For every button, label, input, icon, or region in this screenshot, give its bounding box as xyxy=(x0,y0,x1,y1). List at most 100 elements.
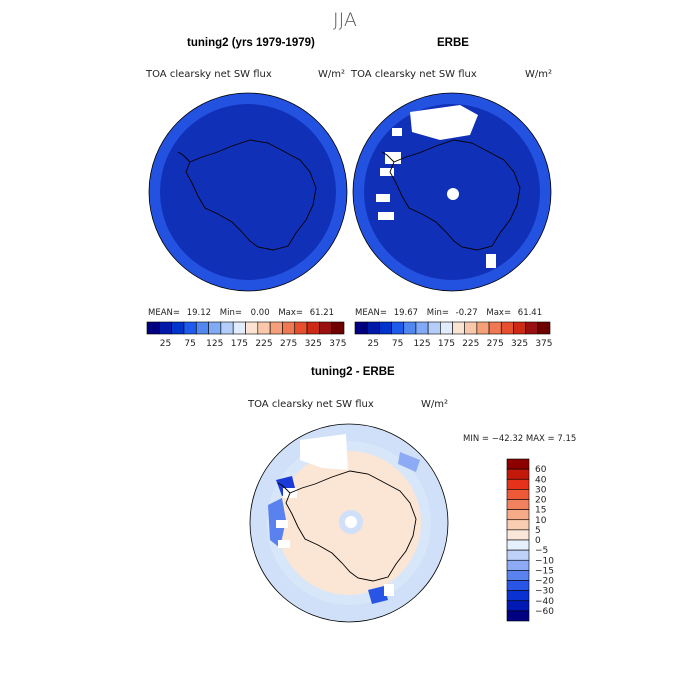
diff-pole-hole xyxy=(345,516,357,528)
stat-label-mean: MEAN= xyxy=(148,308,180,318)
diff-neg-patch-3 xyxy=(368,586,388,604)
colorbar-panel-1-tick-label: 125 xyxy=(206,339,223,349)
map-erbe-missing-6 xyxy=(392,128,402,136)
diff-colorbar-swatch xyxy=(506,509,530,521)
map-model-coastline xyxy=(185,139,317,251)
diff-colorbar-tick-label: −20 xyxy=(535,577,554,587)
diff-colorbar-swatch xyxy=(506,478,530,490)
map-model-interior xyxy=(160,104,336,280)
diff-colorbar-tick-label: 30 xyxy=(535,485,547,495)
diff-stats: MIN = −42.32 MAX = 7.15 xyxy=(463,434,577,444)
stat-label-mean: MEAN= xyxy=(355,308,387,318)
diff-colorbar-swatch xyxy=(506,610,530,622)
diff-colorbar-tick-label: −10 xyxy=(535,556,554,566)
panel-2-heading: ERBE xyxy=(437,37,469,49)
diff-colorbar-swatch xyxy=(506,539,530,551)
diff-colorbar-tick-label: 10 xyxy=(535,516,547,526)
colorbar-panel-2-tick-label: 175 xyxy=(438,339,455,349)
diff-colorbar-swatch xyxy=(506,570,530,581)
colorbar-panel-2-tick-label: 375 xyxy=(535,339,552,349)
map-erbe-pole-hole xyxy=(447,188,459,200)
colorbar-panel-1-tick-label: 375 xyxy=(329,339,346,349)
map-erbe-coastline xyxy=(389,139,521,251)
diff-missing-4 xyxy=(384,584,394,596)
diff-colorbar-tick-label: −30 xyxy=(535,587,554,597)
panel-2-units: W/m² xyxy=(525,69,553,80)
diff-missing-2 xyxy=(276,520,288,528)
colorbar-panel-2-swatch xyxy=(537,321,551,335)
map-erbe-missing-4 xyxy=(378,212,394,220)
diff-colorbar-tick-label: 40 xyxy=(535,475,547,485)
colorbar-panel-2-tick-label: 225 xyxy=(462,339,479,349)
diff-colorbar-tick-label: 15 xyxy=(535,506,546,516)
diff-colorbar-swatch xyxy=(506,580,530,591)
stat-label-min: Min= xyxy=(219,308,242,318)
diff-colorbar-swatch xyxy=(506,549,530,561)
figure-title: JJA xyxy=(333,9,357,31)
diff-colorbar-tick-label: −60 xyxy=(535,607,554,617)
diff-colorbar-swatch xyxy=(506,590,530,602)
panel-1-mean: 19.12 xyxy=(186,308,212,318)
diff-colorbar-tick-label: −40 xyxy=(535,597,554,607)
stat-label-max: Max= xyxy=(486,308,512,318)
map-erbe-missing-top xyxy=(410,105,478,140)
diff-missing-3 xyxy=(278,540,290,548)
diff-colorbar-swatch xyxy=(506,529,530,541)
panel-1-min: 0.00 xyxy=(250,308,270,318)
diff-coastline xyxy=(285,470,417,582)
panel-1-subtitle: TOA clearsky net SW flux xyxy=(146,69,272,80)
colorbar-panel-1-tick-label: 325 xyxy=(305,339,322,349)
diff-colorbar-tick-label: 60 xyxy=(535,465,547,475)
colorbar-panel-1-tick-label: 25 xyxy=(160,339,171,349)
diff-colorbar-tick-label: 0 xyxy=(535,536,541,546)
diff-colorbar-swatch xyxy=(506,489,530,500)
colorbar-panel-2-tick-label: 125 xyxy=(413,339,430,349)
colorbar-panel-2-tick-label: 25 xyxy=(368,339,379,349)
panel-1-max: 61.21 xyxy=(309,308,335,318)
diff-colorbar-swatch xyxy=(506,468,530,480)
panel-2-min: -0.27 xyxy=(455,308,478,318)
colorbar-panel-2-tick-label: 75 xyxy=(392,339,403,349)
colorbar-panel-1-tick-label: 75 xyxy=(184,339,195,349)
panel-1-stats: MEAN= 19.12 Min= 0.00 Max= 61.21 xyxy=(148,308,334,318)
colorbar-panel-2-tick-label: 325 xyxy=(511,339,528,349)
map-erbe-missing-2 xyxy=(380,168,394,176)
diff-colorbar-swatch xyxy=(506,559,530,571)
diff-colorbar-tick-label: −5 xyxy=(535,546,548,556)
diff-subtitle: TOA clearsky net SW flux xyxy=(248,399,374,410)
map-erbe-missing-5 xyxy=(486,254,496,268)
panel-2-mean: 19.67 xyxy=(393,308,419,318)
colorbar-panel-2-tick-label: 275 xyxy=(487,339,504,349)
panel-1-units: W/m² xyxy=(318,69,346,80)
panel-2-max: 61.41 xyxy=(517,308,543,318)
colorbar-panel-1-swatch xyxy=(331,321,345,335)
diff-peninsula xyxy=(277,482,291,494)
map-erbe-missing-3 xyxy=(376,194,390,202)
stat-label-min: Min= xyxy=(426,308,449,318)
colorbar-panel-1-tick-label: 225 xyxy=(255,339,272,349)
colorbar-panel-1-tick-label: 275 xyxy=(280,339,297,349)
diff-missing-top xyxy=(300,434,348,470)
diff-neg-patch-5 xyxy=(398,452,420,472)
panel-2-stats: MEAN= 19.67 Min= -0.27 Max= 61.41 xyxy=(355,308,542,318)
diff-colorbar-swatch xyxy=(506,519,530,531)
colorbar-panel-1-tick-label: 175 xyxy=(231,339,248,349)
panel-1-heading: tuning2 (yrs 1979-1979) xyxy=(187,37,315,49)
diff-colorbar-tick-label: 5 xyxy=(535,526,541,536)
diff-colorbar-tick-label: −15 xyxy=(535,566,554,576)
stat-label-max: Max= xyxy=(278,308,304,318)
map-erbe-peninsula xyxy=(381,151,395,163)
diff-heading: tuning2 - ERBE xyxy=(311,366,395,378)
diff-units: W/m² xyxy=(421,399,449,410)
diff-colorbar-swatch xyxy=(506,499,530,510)
diff-colorbar-swatch xyxy=(506,458,530,470)
diff-colorbar-swatch xyxy=(506,600,530,612)
panel-2-subtitle: TOA clearsky net SW flux xyxy=(351,69,477,80)
diff-colorbar-tick-label: 20 xyxy=(535,496,547,506)
map-model-peninsula xyxy=(177,151,191,163)
